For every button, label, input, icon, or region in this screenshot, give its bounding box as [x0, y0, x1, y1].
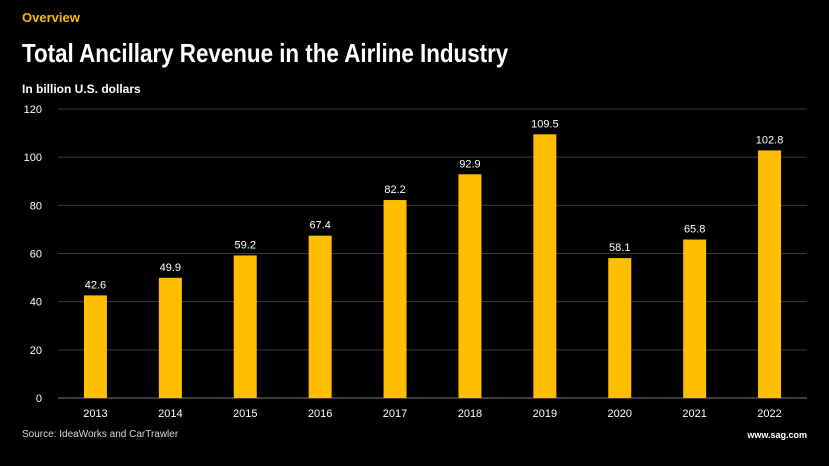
y-tick-label: 120: [24, 104, 42, 116]
y-tick-label: 80: [30, 200, 42, 212]
data-label: 67.4: [309, 220, 330, 232]
chart-kicker: Overview: [22, 10, 80, 25]
y-tick-label: 20: [30, 345, 42, 357]
x-tick-label: 2017: [383, 408, 407, 420]
x-tick-label: 2016: [308, 408, 332, 420]
bar: [608, 258, 632, 398]
chart-subtitle: In billion U.S. dollars: [22, 82, 141, 96]
bar: [458, 174, 482, 398]
x-tick-label: 2014: [158, 408, 182, 420]
x-tick-label: 2018: [458, 408, 482, 420]
x-tick-label: 2021: [682, 408, 706, 420]
chart-title: Total Ancillary Revenue in the Airline I…: [22, 38, 509, 68]
data-label: 65.8: [684, 224, 705, 236]
x-tick-label: 2015: [233, 408, 257, 420]
brand-url: www.sag.com: [747, 430, 807, 440]
bar: [683, 239, 707, 398]
bar: [158, 277, 182, 398]
bar: [233, 255, 257, 398]
y-tick-label: 100: [24, 152, 42, 164]
y-tick-label: 0: [36, 393, 42, 405]
y-tick-label: 40: [30, 297, 42, 309]
data-label: 92.9: [459, 158, 480, 170]
y-tick-label: 60: [30, 249, 42, 261]
data-label: 42.6: [85, 279, 106, 291]
data-label: 102.8: [756, 134, 784, 146]
x-tick-label: 2013: [83, 408, 107, 420]
bar: [83, 295, 107, 398]
bar: [308, 235, 332, 398]
bar: [383, 200, 407, 398]
source-note: Source: IdeaWorks and CarTrawler: [22, 429, 179, 440]
data-label: 82.2: [384, 184, 405, 196]
bar: [533, 134, 557, 398]
bar: [758, 150, 782, 398]
data-label: 59.2: [235, 239, 256, 251]
data-label: 109.5: [531, 118, 559, 130]
x-tick-label: 2022: [757, 408, 781, 420]
x-tick-label: 2019: [533, 408, 557, 420]
data-label: 58.1: [609, 242, 630, 254]
data-label: 49.9: [160, 262, 181, 274]
x-tick-label: 2020: [608, 408, 632, 420]
